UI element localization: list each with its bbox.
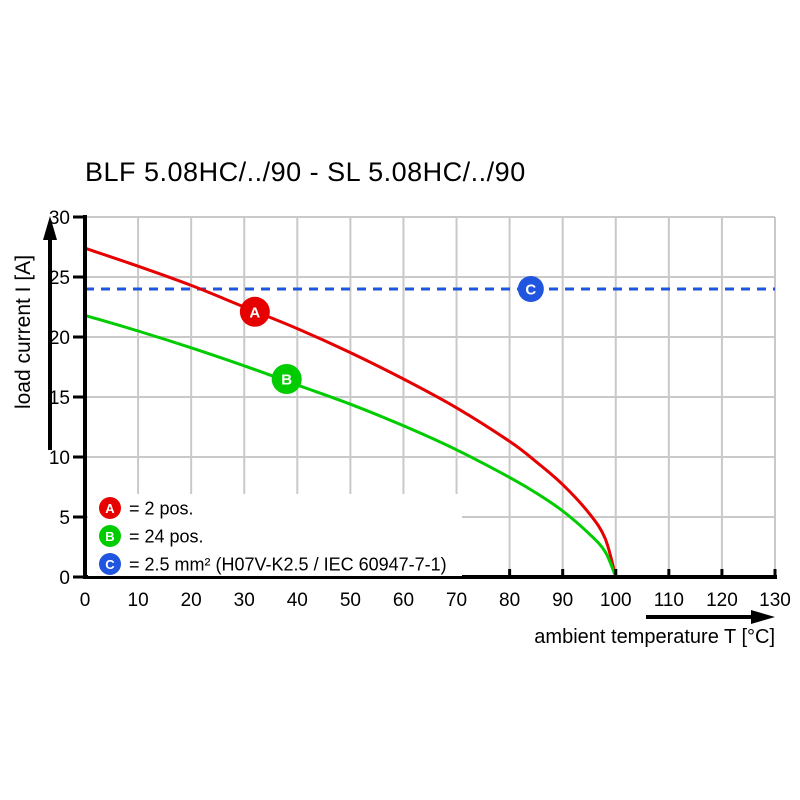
x-tick-label-40: 40 <box>287 590 308 611</box>
curve-A <box>83 246 618 579</box>
axes: 0 5 10 15 20 25 30 0 10 20 30 40 50 60 70 80 90 100 110 120… <box>49 208 791 611</box>
y-tick-label-0: 0 <box>59 568 70 589</box>
marker-A-circle-icon <box>239 296 270 327</box>
marker-C-circle-icon <box>517 276 544 302</box>
marker-A-letter: A <box>249 304 260 321</box>
x-tick-label-130: 130 <box>759 590 791 611</box>
x-tick-label-20: 20 <box>181 590 202 611</box>
x-tick-label-50: 50 <box>340 590 361 611</box>
y-axis-arrow-icon <box>43 216 57 240</box>
curve-B <box>83 313 618 579</box>
legend-B-letter: B <box>105 529 114 544</box>
y-tick-label-20: 20 <box>49 328 70 349</box>
x-tick-label-100: 100 <box>600 590 632 611</box>
x-tick-label-110: 110 <box>654 590 684 611</box>
curve-markers: A B C <box>239 276 544 394</box>
legend-A-circle-icon <box>99 497 121 519</box>
y-tick-label-5: 5 <box>59 508 70 529</box>
legend-item-B: B = 24 pos. <box>99 525 204 547</box>
legend-C-letter: C <box>105 557 115 572</box>
marker-B: B <box>271 364 302 394</box>
x-tick-label-0: 0 <box>80 590 91 611</box>
marker-A: A <box>239 296 270 327</box>
x-axis-arrow-icon <box>751 610 775 624</box>
legend-background <box>88 494 462 576</box>
legend-A-letter: A <box>105 501 115 516</box>
x-tick-label-30: 30 <box>234 590 255 611</box>
legend-item-A: A = 2 pos. <box>99 497 194 519</box>
legend-B-label: = 24 pos. <box>129 527 204 547</box>
legend-A-label: = 2 pos. <box>129 499 194 519</box>
y-tick-label-15: 15 <box>49 388 70 409</box>
legend-B-circle-icon <box>99 525 121 547</box>
x-tick-label-10: 10 <box>128 590 149 611</box>
x-axis-label: ambient temperature T [°C] <box>534 626 775 648</box>
y-tick-label-30: 30 <box>49 208 70 229</box>
marker-B-circle-icon <box>271 364 302 394</box>
series-curves <box>83 246 775 579</box>
legend-C-label: = 2.5 mm² (H07V-K2.5 / IEC 60947-7-1) <box>129 555 447 575</box>
x-tick-label-80: 80 <box>499 590 520 611</box>
gridlines <box>85 216 776 577</box>
x-tick-label-70: 70 <box>446 590 467 611</box>
marker-C-letter: C <box>525 282 536 299</box>
x-tick-label-90: 90 <box>552 590 573 611</box>
marker-B-letter: B <box>281 372 292 389</box>
x-tick-label-60: 60 <box>393 590 414 611</box>
x-tick-label-120: 120 <box>706 590 738 611</box>
legend-C-circle-icon <box>99 553 121 575</box>
axis-arrows <box>43 216 775 624</box>
chart-title: BLF 5.08HC/../90 - SL 5.08HC/../90 <box>85 157 526 187</box>
marker-C: C <box>517 276 544 302</box>
y-tick-label-25: 25 <box>49 268 70 289</box>
legend: A = 2 pos. B = 24 pos. C = 2.5 mm² (H07V-K2.5… <box>88 494 462 576</box>
legend-item-C: C = 2.5 mm² (H07V-K2.5 / IEC 60947-7-1) <box>99 553 447 575</box>
y-tick-label-10: 10 <box>49 448 70 469</box>
